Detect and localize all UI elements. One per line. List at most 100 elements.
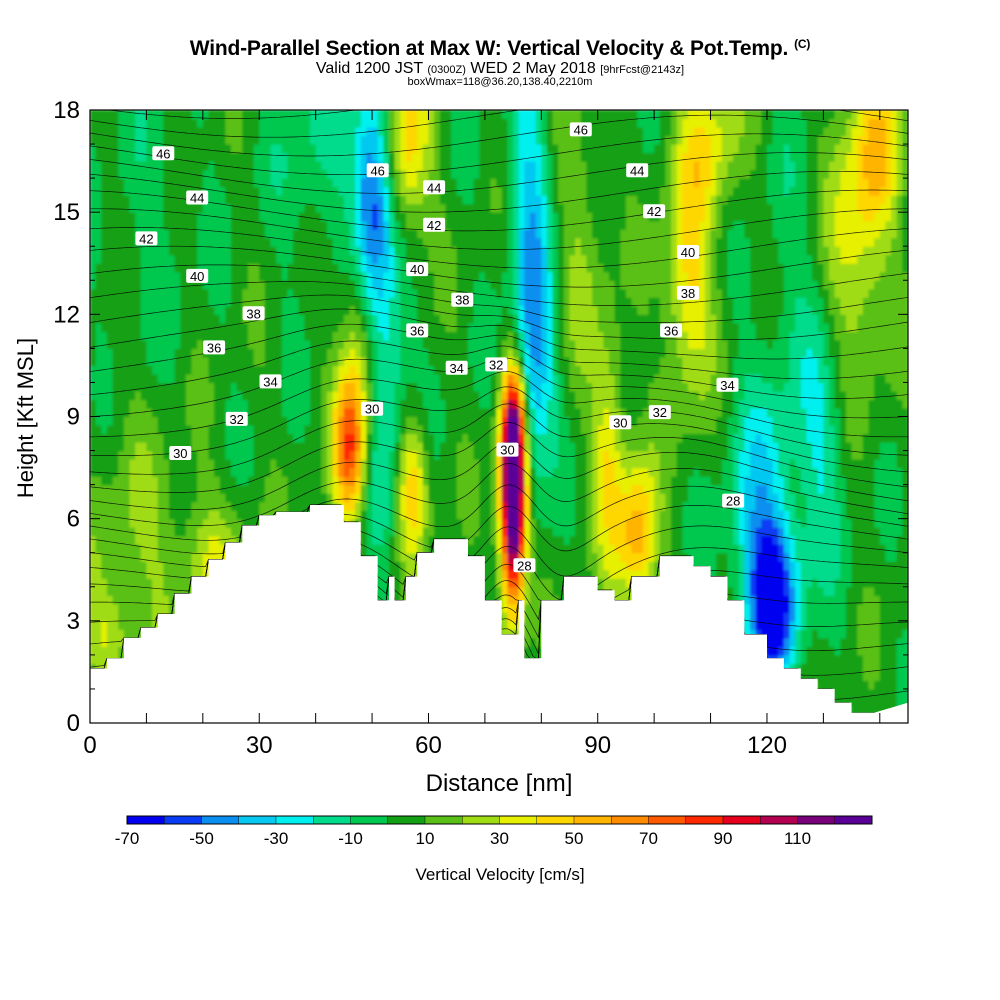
velocity-cell (411, 280, 418, 290)
velocity-cell (310, 356, 317, 367)
velocity-cell (439, 212, 447, 222)
velocity-cell (101, 110, 108, 120)
velocity-cell (202, 263, 210, 273)
velocity-cell (242, 144, 249, 154)
velocity-cell (270, 322, 277, 332)
velocity-cell (202, 220, 210, 230)
velocity-cell (90, 629, 97, 639)
velocity-cell (135, 578, 142, 588)
velocity-cell (129, 407, 136, 418)
velocity-cell (236, 484, 243, 494)
velocity-cell (118, 586, 125, 596)
velocity-cell (326, 450, 334, 460)
velocity-cell (388, 348, 396, 358)
velocity-cell (439, 263, 447, 273)
velocity-cell (112, 365, 119, 375)
velocity-cell (231, 263, 238, 273)
velocity-cell (253, 118, 260, 128)
velocity-cell (168, 501, 176, 511)
velocity-cell (467, 246, 475, 256)
velocity-cell (202, 169, 210, 179)
velocity-cell (157, 561, 164, 571)
velocity-cell (394, 195, 401, 205)
velocity-cell (456, 118, 463, 128)
velocity-cell (135, 373, 142, 384)
velocity-cell (372, 527, 379, 537)
velocity-cell (112, 161, 119, 171)
velocity-cell (157, 493, 164, 503)
velocity-cell (281, 331, 289, 341)
velocity-cell (276, 246, 283, 256)
velocity-cell (106, 195, 114, 205)
velocity-cell (462, 442, 469, 452)
velocity-cell (388, 390, 396, 401)
velocity-cell (174, 127, 181, 137)
velocity-cell (180, 212, 187, 222)
velocity-cell (157, 569, 164, 579)
velocity-cell (434, 118, 441, 128)
velocity-cell (163, 518, 170, 528)
velocity-cell (185, 356, 193, 367)
velocity-cell (264, 169, 272, 179)
velocity-cell (219, 263, 226, 273)
velocity-cell (140, 314, 148, 324)
velocity-cell (202, 237, 210, 247)
velocity-cell (445, 476, 452, 486)
velocity-cell (287, 178, 294, 188)
velocity-cell (451, 186, 458, 196)
velocity-cell (281, 493, 289, 503)
velocity-cell (434, 382, 441, 392)
velocity-cell (202, 331, 210, 341)
velocity-cell (264, 195, 272, 205)
velocity-cell (422, 493, 430, 503)
velocity-cell (400, 484, 407, 494)
velocity-cell (236, 493, 243, 503)
velocity-cell (236, 356, 243, 367)
velocity-cell (95, 271, 102, 281)
velocity-cell (321, 467, 328, 477)
velocity-cell (180, 510, 187, 520)
velocity-cell (338, 322, 345, 332)
velocity-cell (225, 152, 232, 162)
velocity-cell (157, 271, 164, 281)
velocity-cell (219, 365, 226, 375)
velocity-cell (231, 220, 238, 230)
velocity-cell (129, 331, 136, 341)
velocity-cell (428, 484, 435, 494)
velocity-cell (434, 322, 441, 332)
velocity-cell (434, 237, 441, 247)
velocity-cell (456, 127, 463, 137)
velocity-cell (326, 288, 334, 298)
velocity-cell (185, 144, 193, 154)
velocity-cell (383, 331, 390, 341)
velocity-cell (123, 467, 131, 477)
velocity-cell (417, 288, 424, 298)
velocity-cell (394, 578, 401, 588)
velocity-cell (106, 459, 114, 469)
velocity-cell (146, 203, 153, 213)
velocity-cell (366, 322, 373, 332)
velocity-cell (101, 484, 108, 494)
velocity-cell (360, 459, 368, 469)
velocity-cell (270, 229, 277, 239)
velocity-cell (473, 433, 480, 443)
velocity-cell (197, 254, 204, 264)
velocity-cell (462, 510, 469, 520)
velocity-cell (185, 220, 193, 230)
velocity-cell (310, 348, 317, 358)
velocity-cell (202, 212, 210, 222)
velocity-cell (276, 459, 283, 469)
velocity-cell (467, 476, 475, 486)
velocity-cell (467, 144, 475, 154)
velocity-cell (157, 578, 164, 588)
velocity-cell (405, 561, 413, 571)
velocity-cell (332, 135, 339, 145)
velocity-cell (197, 127, 204, 137)
velocity-cell (202, 356, 210, 367)
velocity-cell (208, 390, 215, 401)
velocity-cell (366, 144, 373, 154)
velocity-cell (434, 450, 441, 460)
velocity-cell (264, 348, 272, 358)
velocity-cell (152, 271, 159, 281)
velocity-cell (264, 254, 272, 264)
